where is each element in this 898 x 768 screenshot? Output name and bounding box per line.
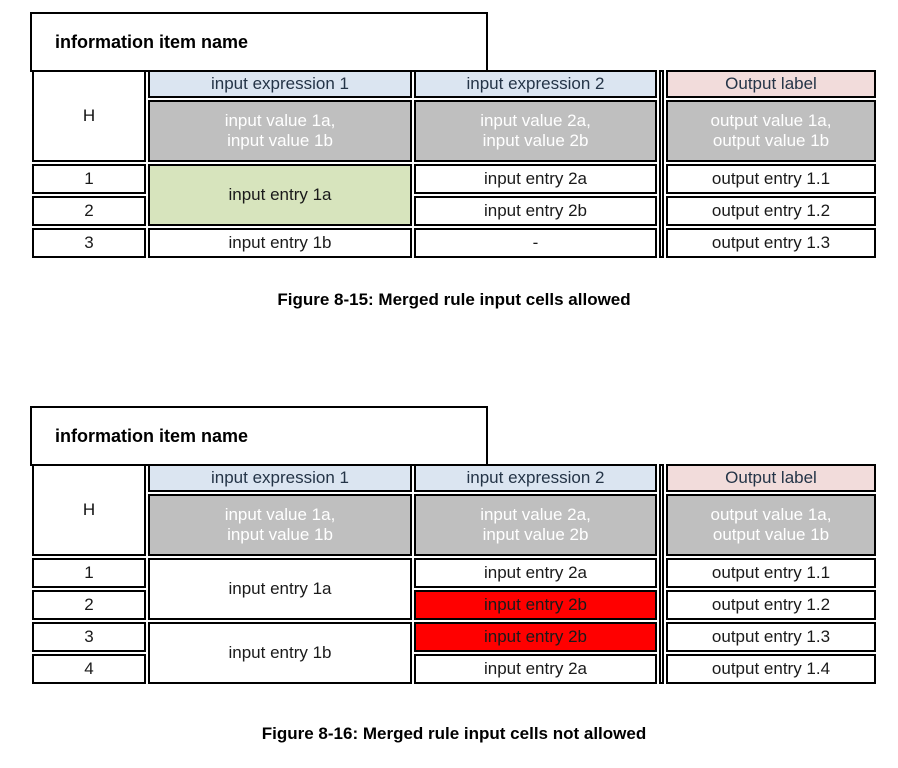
rule-2-input-2-cell: input entry 2b [414,196,657,226]
input-2-values-line-1: input value 2a, [480,111,591,131]
rule-2-output-cell: output entry 1.2 [666,590,876,620]
input-expression-1-header-cell: input expression 1 [148,464,412,492]
figure-8-15-caption: Figure 8-15: Merged rule input cells all… [277,290,631,309]
input-1-values-cell: input value 1a, input value 1b [148,494,412,556]
rule-1-number-cell: 1 [32,164,146,194]
rule-2-number-cell: 2 [32,196,146,226]
rule-3-input-1-cell: input entry 1b [148,228,412,258]
input-1-values-cell: input value 1a, input value 1b [148,100,412,162]
rule-4-input-2-cell: input entry 2a [414,654,657,684]
rules-1-2-merged-input-1-cell: input entry 1a [148,164,412,226]
rule-1-input-2-cell: input entry 2a [414,164,657,194]
figure-8-15: information item name H input expression… [30,0,878,310]
input-1-values-line-1: input value 1a, [224,111,336,131]
rule-1-output-cell: output entry 1.1 [666,558,876,588]
rule-1-input-2-cell: input entry 2a [414,558,657,588]
rule-3-input-2-cell: - [414,228,657,258]
input-2-values-line-2: input value 2b [482,525,589,544]
rule-3-output-cell: output entry 1.3 [666,228,876,258]
hit-policy-cell: H [32,70,146,162]
rules-3-4-merged-input-1-cell: input entry 1b [148,622,412,684]
input-2-values-cell: input value 2a, input value 2b [414,100,657,162]
output-values-cell: output value 1a, output value 1b [666,494,876,556]
output-label-header-cell: Output label [666,464,876,492]
input-expression-2-header-cell: input expression 2 [414,70,657,98]
output-values-line-2: output value 1b [712,131,830,150]
output-values-line-1: output value 1a, [710,505,832,525]
rule-3-number-cell: 3 [32,228,146,258]
rule-1-output-cell: output entry 1.1 [666,164,876,194]
rule-1-number-cell: 1 [32,558,146,588]
information-item-name-box: information item name [30,12,488,72]
rule-2-output-cell: output entry 1.2 [666,196,876,226]
input-1-values-line-2: input value 1b [227,525,333,544]
rule-4-output-cell: output entry 1.4 [666,654,876,684]
hit-policy-cell: H [32,464,146,556]
rule-2-number-cell: 2 [32,590,146,620]
rule-4-number-cell: 4 [32,654,146,684]
input-2-values-line-2: input value 2b [482,131,589,150]
rule-3-number-cell: 3 [32,622,146,652]
decision-table-8-16: H input expression 1 input expression 2 … [30,462,878,686]
information-item-name-label: information item name [55,31,249,52]
input-expression-1-header-cell: input expression 1 [148,70,412,98]
output-values-line-2: output value 1b [712,525,830,544]
information-item-name-label: information item name [55,425,249,446]
input-1-values-line-1: input value 1a, [224,505,336,525]
input-output-double-line [659,70,664,258]
rule-3-input-2-violation-cell: input entry 2b [414,622,657,652]
output-values-line-1: output value 1a, [710,111,832,131]
figure-8-16-caption: Figure 8-16: Merged rule input cells not… [261,724,647,743]
rules-1-2-merged-input-1-cell: input entry 1a [148,558,412,620]
input-expression-2-header-cell: input expression 2 [414,464,657,492]
input-2-values-cell: input value 2a, input value 2b [414,494,657,556]
input-output-double-line [659,464,664,684]
output-values-cell: output value 1a, output value 1b [666,100,876,162]
figure-8-16: information item name H input expression… [30,406,878,744]
input-1-values-line-2: input value 1b [227,131,333,150]
output-label-header-cell: Output label [666,70,876,98]
input-2-values-line-1: input value 2a, [480,505,591,525]
decision-table-8-15: H input expression 1 input expression 2 … [30,68,878,260]
information-item-name-box: information item name [30,406,488,466]
rule-2-input-2-violation-cell: input entry 2b [414,590,657,620]
rule-3-output-cell: output entry 1.3 [666,622,876,652]
